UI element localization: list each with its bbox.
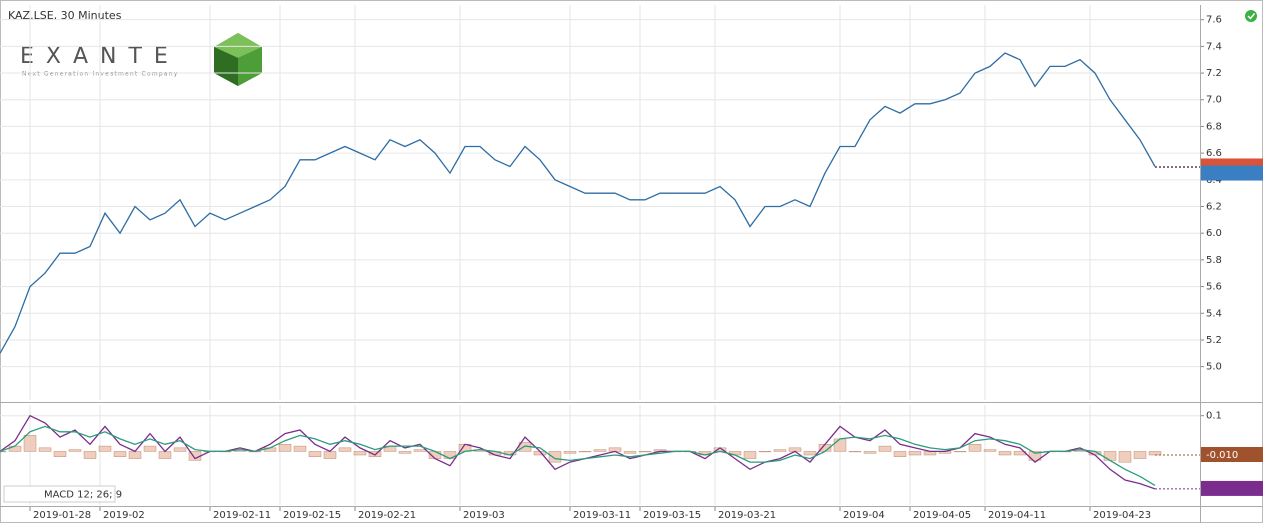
histogram-bar <box>893 451 907 457</box>
histogram-bar <box>443 451 457 459</box>
marker-badge <box>1201 480 1263 496</box>
y-tick-label: 6.8 <box>1206 121 1222 132</box>
histogram-bar <box>1118 451 1132 463</box>
x-tick-label: 2019-03-15 <box>643 510 701 521</box>
y-tick-label: 7.2 <box>1206 68 1222 79</box>
x-tick-label: 2019-03-21 <box>718 510 776 521</box>
logo-title: EXANTE <box>20 44 180 69</box>
histogram-bar <box>743 451 757 459</box>
chart-title: KAZ.LSE, 30 Minutes <box>8 9 122 22</box>
histogram-bar <box>863 451 877 454</box>
histogram-bar <box>128 451 142 459</box>
status-ok[interactable] <box>1245 10 1257 22</box>
histogram-bar <box>548 451 562 463</box>
y-tick-label: 5.4 <box>1206 308 1222 319</box>
histogram-bar <box>308 451 322 457</box>
histogram-bar <box>353 451 367 456</box>
y-tick-label: 6.2 <box>1206 202 1222 213</box>
histogram-bar <box>803 451 817 456</box>
legend-label: MACD 12; 26; 9 <box>44 490 122 501</box>
histogram-bar <box>833 438 847 452</box>
histogram-bar <box>38 447 52 452</box>
histogram-bar <box>593 449 607 452</box>
histogram-bar <box>113 451 127 457</box>
histogram-bar <box>773 449 787 452</box>
histogram-bar <box>578 451 592 453</box>
macd-legend: MACD 12; 26; 9 <box>3 485 122 503</box>
histogram-bar <box>563 451 577 454</box>
y-tick-label: 7.6 <box>1206 15 1222 26</box>
histogram-bar <box>158 451 172 459</box>
histogram-bar <box>908 451 922 456</box>
x-tick-label: 2019-04-05 <box>913 510 971 521</box>
histogram-bar <box>1148 451 1162 456</box>
histogram-bar <box>398 451 412 454</box>
histogram-bar <box>278 444 292 452</box>
x-tick-label: 2019-03 <box>463 510 505 521</box>
y-tick-label: 5.6 <box>1206 282 1222 293</box>
y-tick-label: 5.0 <box>1206 362 1222 373</box>
histogram-bar <box>638 451 652 453</box>
histogram-bar <box>98 445 112 452</box>
histogram-bar <box>1133 451 1147 459</box>
histogram-bar <box>0 451 7 453</box>
y-tick-label: 7.0 <box>1206 95 1222 106</box>
y-tick-label: 5.8 <box>1206 255 1222 266</box>
y-tick-label: 0.1 <box>1206 411 1222 422</box>
y-tick-label: 7.4 <box>1206 41 1222 52</box>
y-tick-label: 6.0 <box>1206 228 1222 239</box>
histogram-bar <box>143 445 157 452</box>
x-tick-label: 2019-04-23 <box>1093 510 1151 521</box>
x-tick-label: 2019-04-11 <box>988 510 1046 521</box>
marker-badge <box>1201 447 1263 462</box>
histogram-bar <box>323 451 337 459</box>
series-line <box>0 52 1156 354</box>
x-tick-label: 2019-02 <box>103 510 145 521</box>
x-tick-label: 2019-02-21 <box>358 510 416 521</box>
histogram-bar <box>338 447 352 452</box>
series-line <box>0 414 1156 490</box>
x-tick-label: 2019-03-11 <box>573 510 631 521</box>
histogram-bar <box>1103 451 1117 461</box>
histogram-bar <box>758 451 772 453</box>
histogram-bar <box>173 447 187 452</box>
histogram-bar <box>998 451 1012 456</box>
x-tick-label: 2019-02-15 <box>283 510 341 521</box>
histogram-bar <box>53 451 67 457</box>
marker-badge <box>1201 165 1263 181</box>
y-tick-label: 5.2 <box>1206 335 1222 346</box>
histogram-bar <box>413 449 427 452</box>
y-tick-label: 6.6 <box>1206 148 1222 159</box>
histogram-bar <box>623 451 637 454</box>
histogram-bar <box>953 451 967 453</box>
series-line <box>0 425 1156 486</box>
histogram-bar <box>23 435 37 452</box>
histogram-bar <box>968 444 982 452</box>
histogram-bar <box>68 449 82 452</box>
histogram-bar <box>983 449 997 452</box>
histogram-bar <box>293 445 307 452</box>
histogram-bar <box>848 451 862 453</box>
histogram-bar <box>878 445 892 452</box>
x-tick-label: 2019-02-11 <box>213 510 271 521</box>
marker-label: -0.010 <box>1206 450 1238 461</box>
histogram-bar <box>83 451 97 459</box>
histogram-bar <box>8 445 22 452</box>
x-tick-label: 2019-04 <box>843 510 885 521</box>
x-tick-label: 2019-01-28 <box>33 510 91 521</box>
